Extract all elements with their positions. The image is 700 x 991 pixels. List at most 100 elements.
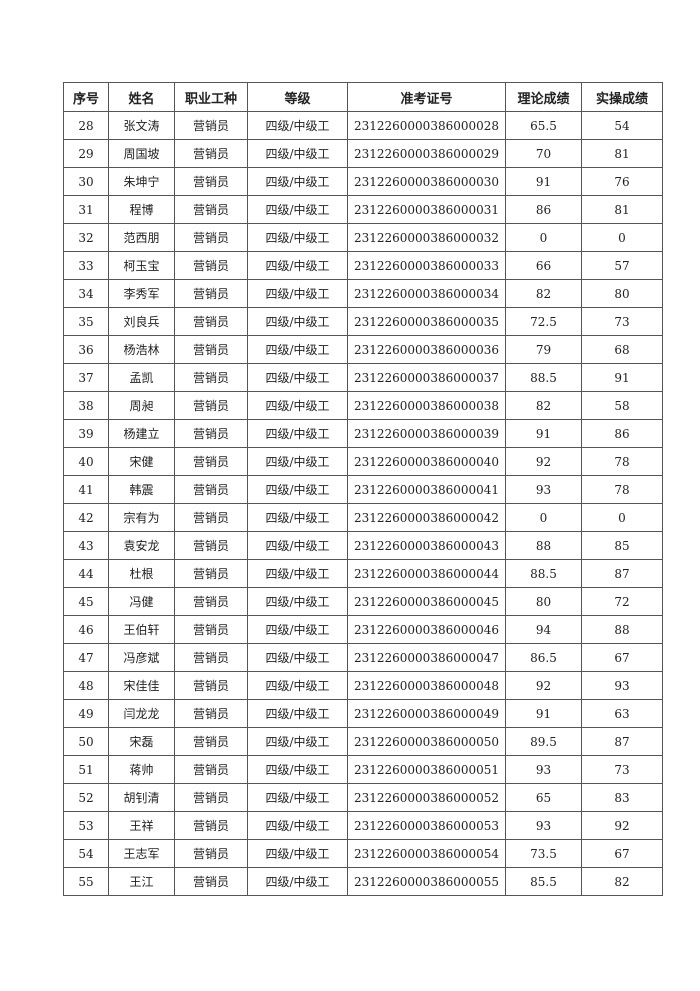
col-level-cell: 四级/中级工: [247, 223, 348, 252]
table-row: 54 王志军 营销员 四级/中级工 2312260000386000054 73.5 67: [63, 839, 663, 868]
col-exam-id-cell: 2312260000386000042: [347, 503, 506, 532]
col-level-cell: 四级/中级工: [247, 279, 348, 308]
col-name-cell: 周昶: [108, 391, 175, 420]
col-level-cell: 四级/中级工: [247, 699, 348, 728]
col-theory-score-cell: 91: [505, 699, 582, 728]
col-name-cell: 韩震: [108, 475, 175, 504]
col-index-cell: 55: [63, 867, 109, 896]
col-level-cell: 四级/中级工: [247, 531, 348, 560]
header-col-name: 姓名: [108, 82, 175, 112]
col-occupation-cell: 营销员: [174, 587, 248, 616]
col-index-cell: 43: [63, 531, 109, 560]
col-theory-score-cell: 0: [505, 223, 582, 252]
table-row: 47 冯彦斌 营销员 四级/中级工 2312260000386000047 86.5 67: [63, 643, 663, 672]
col-occupation-cell: 营销员: [174, 111, 248, 140]
table-row: 28 张文涛 营销员 四级/中级工 2312260000386000028 65.5 54: [63, 111, 663, 140]
col-index-cell: 42: [63, 503, 109, 532]
col-theory-score-cell: 85.5: [505, 867, 582, 896]
col-practical-score-cell: 82: [581, 867, 663, 896]
col-theory-score-cell: 88.5: [505, 363, 582, 392]
col-practical-score-cell: 67: [581, 839, 663, 868]
table-row: 43 袁安龙 营销员 四级/中级工 2312260000386000043 88 85: [63, 531, 663, 560]
col-theory-score-cell: 65: [505, 783, 582, 812]
table-row: 42 宗有为 营销员 四级/中级工 2312260000386000042 0 0: [63, 503, 663, 532]
col-name-cell: 王志军: [108, 839, 175, 868]
col-exam-id-cell: 2312260000386000036: [347, 335, 506, 364]
col-theory-score-cell: 93: [505, 755, 582, 784]
col-name-cell: 杜根: [108, 559, 175, 588]
table-row: 53 王祥 营销员 四级/中级工 2312260000386000053 93 92: [63, 811, 663, 840]
col-theory-score-cell: 73.5: [505, 839, 582, 868]
col-name-cell: 宗有为: [108, 503, 175, 532]
col-occupation-cell: 营销员: [174, 167, 248, 196]
col-level-cell: 四级/中级工: [247, 587, 348, 616]
col-level-cell: 四级/中级工: [247, 783, 348, 812]
col-theory-score-cell: 72.5: [505, 307, 582, 336]
header-col-occupation: 职业工种: [174, 82, 248, 112]
col-name-cell: 宋佳佳: [108, 671, 175, 700]
col-level-cell: 四级/中级工: [247, 503, 348, 532]
col-exam-id-cell: 2312260000386000048: [347, 671, 506, 700]
col-occupation-cell: 营销员: [174, 615, 248, 644]
col-exam-id-cell: 2312260000386000037: [347, 363, 506, 392]
table-row: 31 程博 营销员 四级/中级工 2312260000386000031 86 81: [63, 195, 663, 224]
col-theory-score-cell: 94: [505, 615, 582, 644]
col-occupation-cell: 营销员: [174, 783, 248, 812]
col-theory-score-cell: 66: [505, 251, 582, 280]
col-level-cell: 四级/中级工: [247, 419, 348, 448]
col-exam-id-cell: 2312260000386000045: [347, 587, 506, 616]
col-occupation-cell: 营销员: [174, 391, 248, 420]
col-practical-score-cell: 63: [581, 699, 663, 728]
col-level-cell: 四级/中级工: [247, 811, 348, 840]
col-practical-score-cell: 72: [581, 587, 663, 616]
col-level-cell: 四级/中级工: [247, 643, 348, 672]
col-practical-score-cell: 88: [581, 615, 663, 644]
col-practical-score-cell: 57: [581, 251, 663, 280]
col-name-cell: 张文涛: [108, 111, 175, 140]
col-index-cell: 40: [63, 447, 109, 476]
header-col-exam-id: 准考证号: [347, 82, 506, 112]
col-exam-id-cell: 2312260000386000043: [347, 531, 506, 560]
col-theory-score-cell: 89.5: [505, 727, 582, 756]
col-theory-score-cell: 88: [505, 531, 582, 560]
col-occupation-cell: 营销员: [174, 139, 248, 168]
col-theory-score-cell: 65.5: [505, 111, 582, 140]
col-name-cell: 周国坡: [108, 139, 175, 168]
col-occupation-cell: 营销员: [174, 727, 248, 756]
col-level-cell: 四级/中级工: [247, 195, 348, 224]
col-occupation-cell: 营销员: [174, 839, 248, 868]
col-theory-score-cell: 93: [505, 811, 582, 840]
col-name-cell: 闫龙龙: [108, 699, 175, 728]
col-theory-score-cell: 86: [505, 195, 582, 224]
col-exam-id-cell: 2312260000386000033: [347, 251, 506, 280]
header-col-practical-score: 实操成绩: [581, 82, 663, 112]
col-level-cell: 四级/中级工: [247, 167, 348, 196]
col-practical-score-cell: 92: [581, 811, 663, 840]
table-row: 44 杜根 营销员 四级/中级工 2312260000386000044 88.5 87: [63, 559, 663, 588]
col-name-cell: 袁安龙: [108, 531, 175, 560]
table-row: 49 闫龙龙 营销员 四级/中级工 2312260000386000049 91 63: [63, 699, 663, 728]
table-row: 46 王伯轩 营销员 四级/中级工 2312260000386000046 94 88: [63, 615, 663, 644]
col-name-cell: 王祥: [108, 811, 175, 840]
table-row: 50 宋磊 营销员 四级/中级工 2312260000386000050 89.5 87: [63, 727, 663, 756]
col-theory-score-cell: 80: [505, 587, 582, 616]
col-index-cell: 46: [63, 615, 109, 644]
col-occupation-cell: 营销员: [174, 195, 248, 224]
col-exam-id-cell: 2312260000386000052: [347, 783, 506, 812]
col-exam-id-cell: 2312260000386000031: [347, 195, 506, 224]
col-occupation-cell: 营销员: [174, 363, 248, 392]
col-practical-score-cell: 73: [581, 307, 663, 336]
table-row: 45 冯健 营销员 四级/中级工 2312260000386000045 80 72: [63, 587, 663, 616]
col-exam-id-cell: 2312260000386000038: [347, 391, 506, 420]
col-occupation-cell: 营销员: [174, 307, 248, 336]
col-level-cell: 四级/中级工: [247, 139, 348, 168]
col-practical-score-cell: 83: [581, 783, 663, 812]
col-theory-score-cell: 91: [505, 419, 582, 448]
col-index-cell: 30: [63, 167, 109, 196]
col-practical-score-cell: 76: [581, 167, 663, 196]
table-row: 35 刘良兵 营销员 四级/中级工 2312260000386000035 72.5 73: [63, 307, 663, 336]
col-theory-score-cell: 92: [505, 671, 582, 700]
col-index-cell: 44: [63, 559, 109, 588]
col-index-cell: 51: [63, 755, 109, 784]
table-row: 38 周昶 营销员 四级/中级工 2312260000386000038 82 58: [63, 391, 663, 420]
